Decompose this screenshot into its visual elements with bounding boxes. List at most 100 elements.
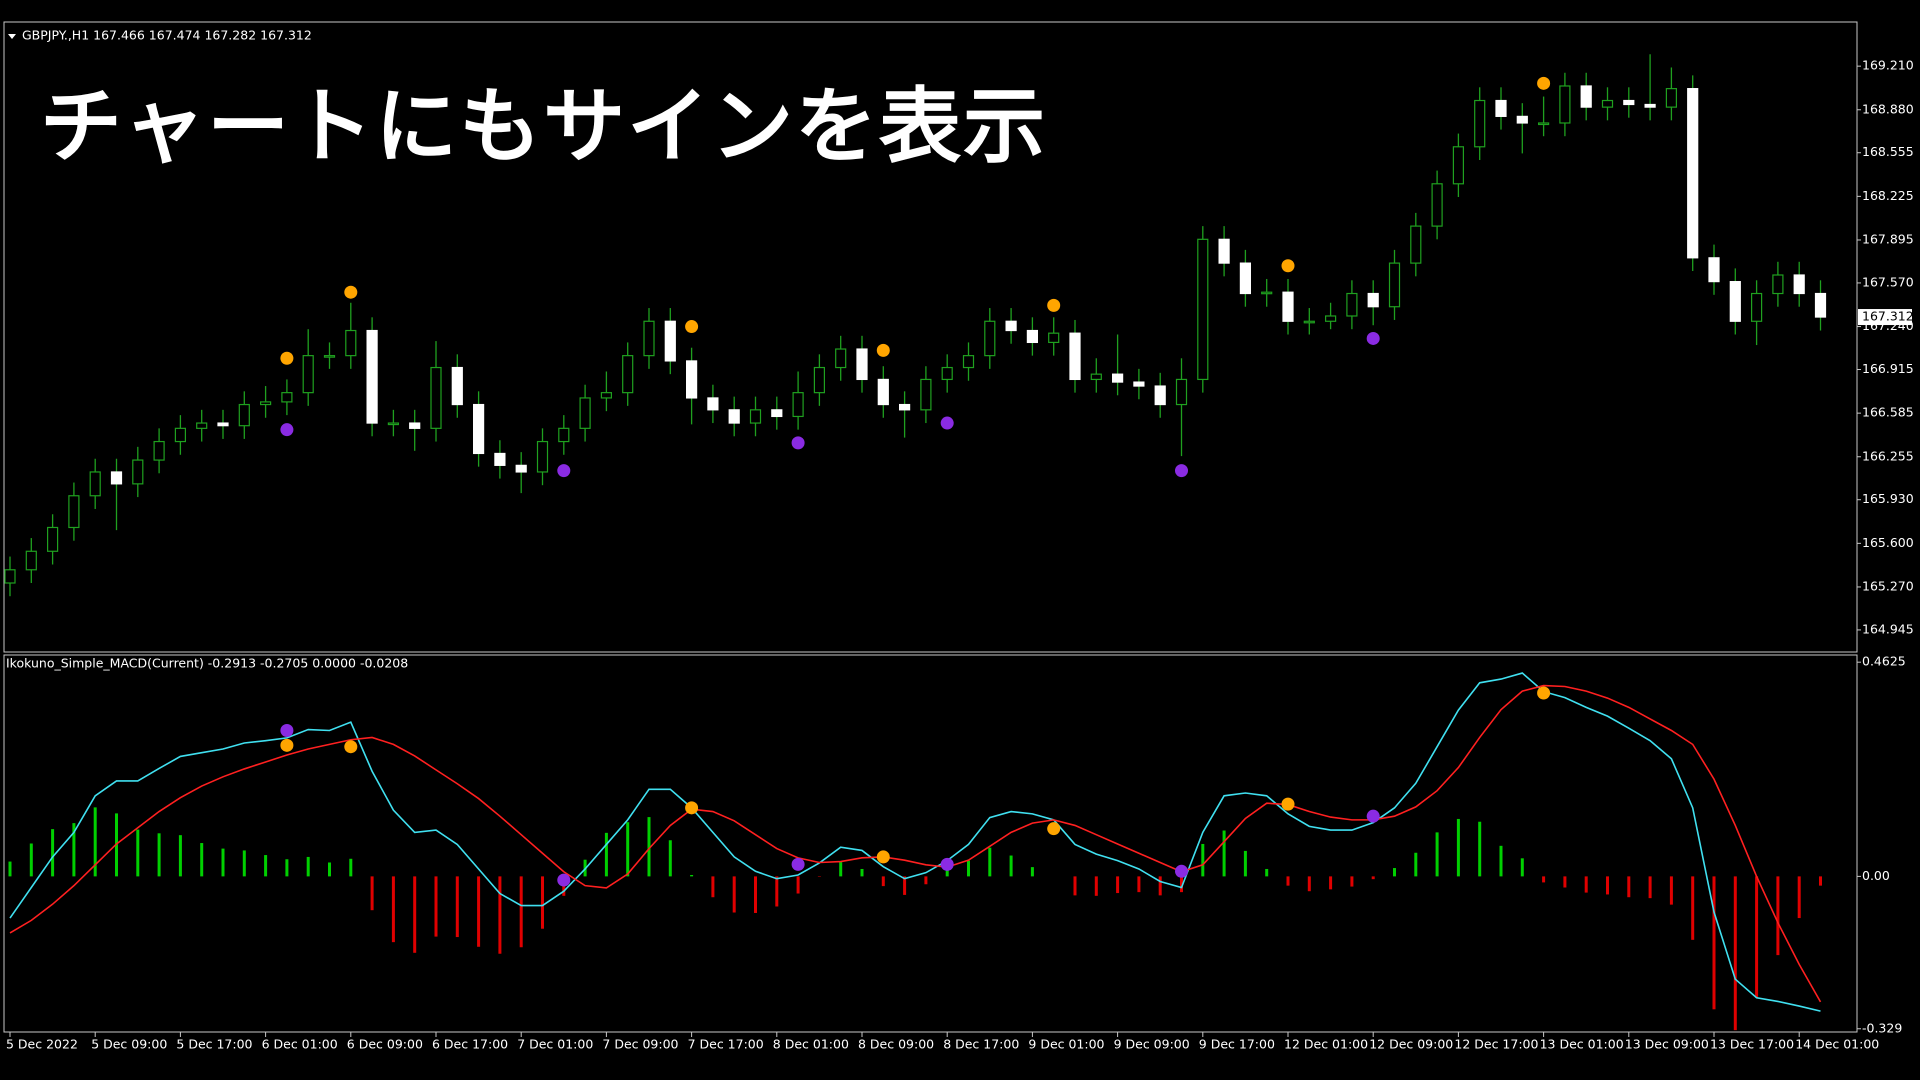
signal-dot [1366,331,1380,345]
histogram-bar [945,869,949,877]
histogram-bar [839,862,843,877]
histogram-bar [434,876,438,937]
histogram-bar [477,876,481,947]
candle-body [132,459,144,485]
signal-dot [876,343,890,357]
signal-dot [1537,686,1551,700]
histogram-bar [1584,876,1588,893]
y-tick-label: 165.270 [1862,578,1914,593]
y-tick-label: 169.210 [1862,58,1914,73]
histogram-bar [1712,876,1716,1010]
histogram-bar [1542,876,1546,883]
candle-body [1175,378,1188,406]
candle-body [984,320,996,357]
histogram-bar [1755,876,1759,998]
histogram-bar [690,874,694,877]
candle-body [962,355,975,369]
histogram-bar [711,876,715,898]
signal-dot [280,351,294,365]
candle-body [1793,274,1805,295]
y-tick-label: 166.915 [1862,361,1914,376]
signal-dot [791,436,805,450]
histogram-bar [1669,876,1673,905]
candle-body [856,348,868,381]
candle-body [622,355,634,394]
histogram-bar [391,876,395,943]
candle-body [728,409,740,424]
histogram-bar [157,833,161,877]
candle-body [323,355,336,358]
x-tick-label: 8 Dec 01:00 [773,1037,849,1052]
y-tick-label: 0.4625 [1862,654,1906,669]
candle-body [1388,262,1401,308]
histogram-bar [498,876,502,954]
candle-body [1410,225,1422,264]
histogram-bar [1094,876,1098,896]
candle-body [643,320,655,357]
signal-dot [1047,298,1061,312]
x-tick-label: 7 Dec 17:00 [688,1037,764,1052]
histogram-bar [541,876,544,929]
collapse-arrow[interactable] [8,34,16,39]
histogram-bar [51,829,55,877]
signal-dot [1281,797,1295,811]
histogram-bar [1606,876,1609,895]
candle-body [430,366,442,429]
signal-dot [1047,822,1061,836]
candle-body [1729,281,1741,322]
y-tick-label: 164.945 [1862,621,1914,636]
histogram-bar [1307,876,1311,892]
histogram-bar [519,876,523,948]
candle-body [1772,274,1784,295]
x-tick-label: 6 Dec 17:00 [432,1037,508,1052]
candle-body [260,401,272,406]
candle-body [110,471,123,485]
x-tick-label: 14 Dec 01:00 [1795,1037,1879,1052]
x-tick-label: 7 Dec 01:00 [517,1037,593,1052]
candle-body [1154,385,1166,406]
signal-dot [791,857,805,871]
y-tick-label: 0.00 [1862,868,1890,883]
histogram-bar [328,862,331,877]
candle-body [1346,292,1358,317]
candle-body [579,397,591,429]
candle-body [1026,329,1039,344]
histogram-bar [1371,876,1375,880]
histogram-bar [1116,876,1120,894]
histogram-bar [285,859,289,877]
candle-body [515,464,527,473]
x-tick-label: 12 Dec 09:00 [1369,1037,1453,1052]
histogram-bar [93,807,97,877]
histogram-bar [1265,868,1269,877]
y-tick-label: 166.585 [1862,405,1914,420]
candle-body [1303,320,1315,324]
histogram-bar [136,829,140,877]
histogram-bar [1414,852,1418,877]
candle-body [1282,291,1294,322]
signal-dot [1175,864,1188,878]
histogram-bar [924,876,928,885]
histogram-bar [1435,832,1439,877]
histogram-bar [1456,818,1460,877]
x-tick-label: 13 Dec 01:00 [1540,1037,1624,1052]
candle-body [473,403,485,455]
histogram-bar [29,843,33,877]
histogram-bar [1627,876,1631,898]
y-tick-label: 167.895 [1862,231,1914,246]
candle-body [1090,373,1102,381]
signal-dot [1537,76,1551,90]
signal-dot [344,285,358,299]
candle-body [1580,85,1592,108]
candle-body [217,422,229,427]
signal-dot [557,464,571,478]
macd-line [9,684,1822,1003]
y-tick-label: -0.329 [1862,1020,1902,1035]
histogram-bar [306,856,310,877]
candle-body [1048,332,1060,344]
signal-dot [940,857,954,871]
histogram-bar [1797,876,1801,919]
histogram-bar [1243,850,1247,877]
